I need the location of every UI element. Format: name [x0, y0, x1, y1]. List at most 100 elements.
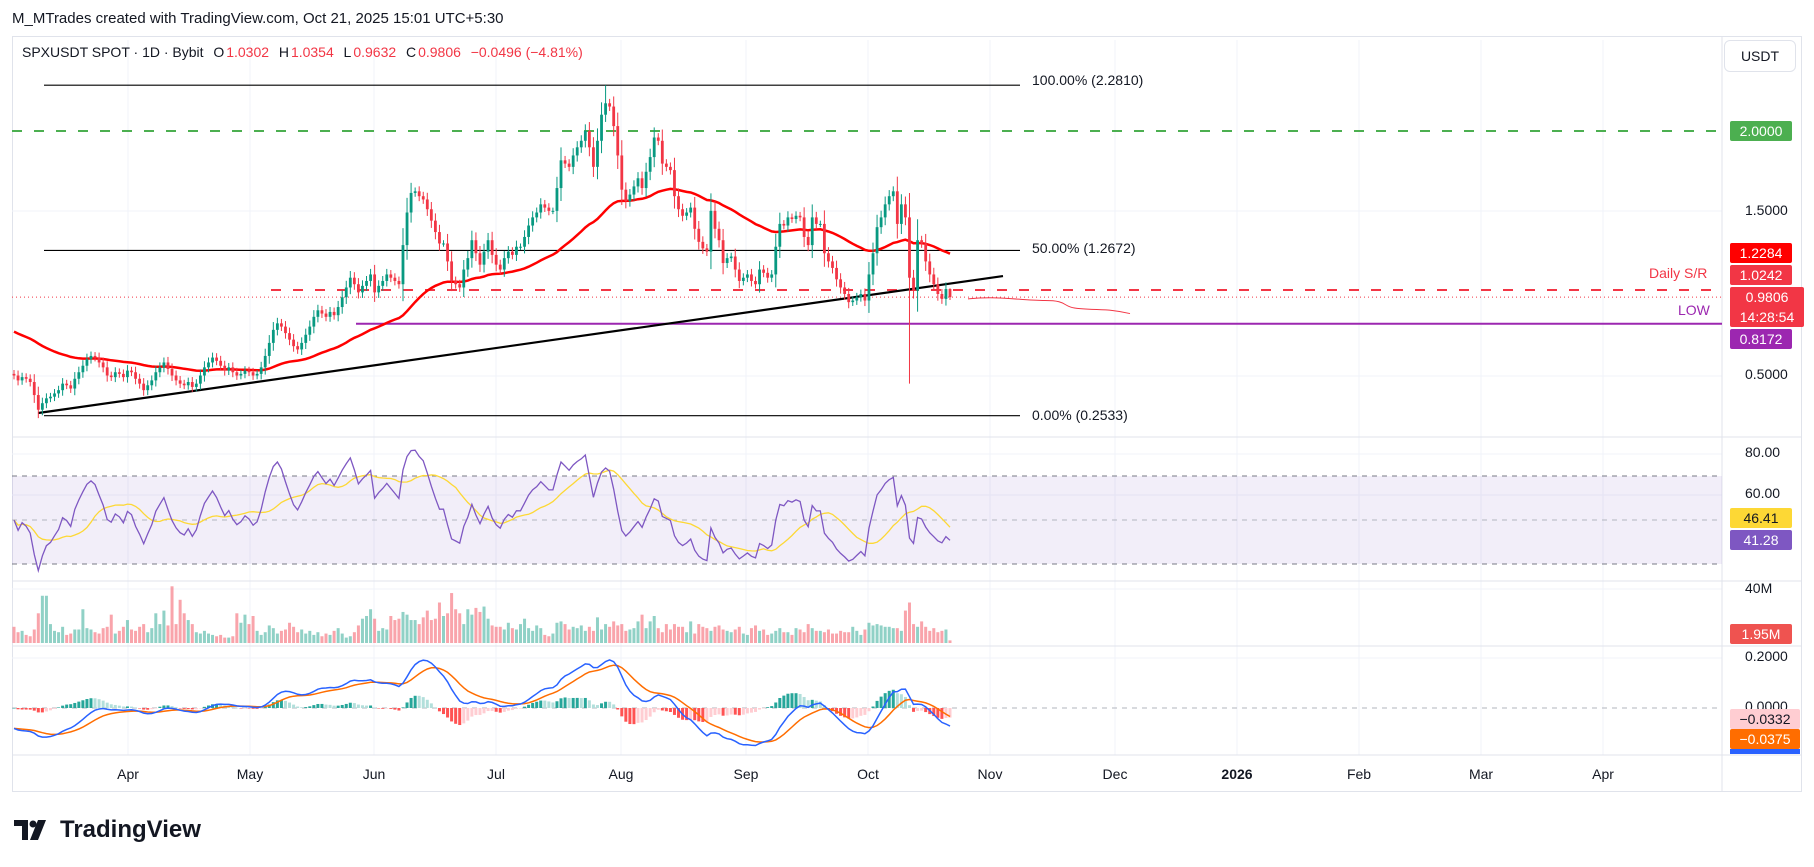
volume-bar	[121, 626, 125, 643]
candle-body	[628, 194, 632, 202]
volume-bar	[895, 628, 899, 643]
macd-histogram-bar	[656, 708, 660, 710]
volume-bar	[340, 633, 344, 643]
volume-bar	[170, 586, 174, 643]
volume-bar	[891, 628, 895, 643]
candle-body	[429, 209, 433, 221]
candle	[741, 273, 745, 286]
macd-histogram-bar	[624, 708, 628, 722]
close-label: C	[405, 44, 417, 60]
macd-histogram-bar	[798, 693, 802, 708]
volume-bar	[656, 628, 660, 643]
candle	[831, 255, 834, 274]
macd-histogram-bar	[587, 700, 591, 708]
fib-0-label: 0.00% (0.2533)	[1032, 407, 1128, 423]
volume-bar	[883, 626, 887, 643]
volume-bar	[932, 628, 936, 643]
volume-bar	[288, 622, 292, 643]
macd-histogram-bar	[920, 708, 924, 711]
volume-bar	[830, 633, 834, 643]
volume-bar	[219, 634, 223, 643]
macd-histogram-bar	[348, 702, 352, 708]
volume-bar	[462, 624, 466, 643]
candle-body	[393, 277, 397, 281]
macd-histogram-bar	[73, 702, 77, 708]
candle-body	[689, 207, 693, 213]
macd-histogram-bar	[409, 697, 413, 708]
candle	[186, 377, 190, 390]
macd-histogram-bar	[206, 705, 210, 708]
candle	[879, 210, 883, 234]
macd-histogram-bar	[871, 706, 875, 708]
candle	[697, 220, 701, 250]
volume-bar	[725, 630, 729, 643]
currency-button[interactable]: USDT	[1724, 40, 1796, 72]
volume-bar	[672, 624, 676, 643]
candle-body	[401, 245, 405, 285]
candle	[944, 282, 948, 306]
candle	[567, 159, 571, 172]
volume-bar	[117, 630, 121, 643]
macd-histogram-bar	[474, 708, 478, 716]
candle	[486, 232, 490, 259]
macd-histogram-bar	[283, 700, 287, 708]
macd-histogram-bar	[255, 708, 259, 709]
volume-bar	[437, 602, 441, 643]
candle-body	[304, 334, 308, 343]
volume-bar	[385, 629, 389, 643]
rsi-tick: 80.00	[1745, 444, 1781, 460]
volume-bar	[555, 622, 559, 643]
volume-bar	[223, 637, 227, 643]
symbol-name[interactable]: SPXUSDT SPOT · 1D · Bybit	[22, 44, 204, 60]
macd-histogram-bar	[899, 694, 903, 708]
candle	[401, 228, 405, 302]
macd-histogram-bar	[733, 708, 737, 715]
candle-body	[636, 178, 640, 187]
candle-body	[640, 178, 644, 189]
macd-histogram-bar	[324, 704, 328, 708]
candle	[158, 362, 162, 378]
volume-bar	[518, 624, 522, 643]
volume-bar	[839, 630, 843, 643]
symbol-legend[interactable]: SPXUSDT SPOT · 1D · Bybit O 1.0302 H 1.035…	[22, 44, 585, 60]
candle-body	[762, 269, 766, 273]
macd-histogram-bar	[393, 708, 397, 710]
bar-countdown: 14:28:54	[1739, 309, 1795, 325]
candle	[677, 188, 680, 218]
candle	[69, 380, 73, 393]
candle	[101, 357, 105, 373]
macd-histogram-bar	[547, 701, 551, 708]
candle-body	[312, 316, 316, 327]
macd-histogram-bar	[758, 708, 762, 710]
volume-bar	[478, 611, 482, 643]
candle	[523, 230, 526, 254]
candle-body	[434, 220, 437, 233]
time-label: Aug	[608, 766, 634, 782]
candle	[365, 275, 368, 291]
open-value: 1.0302	[226, 44, 270, 60]
candle	[660, 129, 664, 175]
candle	[762, 265, 766, 278]
macd-histogram-bar	[648, 708, 652, 717]
candle-body	[320, 310, 324, 314]
candle	[859, 289, 863, 302]
tradingview-logo[interactable]: TradingView	[14, 816, 201, 844]
candle-body	[924, 243, 928, 262]
candle	[97, 352, 101, 368]
candle	[628, 189, 632, 207]
candle	[308, 320, 312, 341]
volume-bar	[296, 632, 300, 643]
volume-bar	[243, 614, 247, 643]
volume-bar	[859, 634, 863, 643]
volume-bar	[749, 628, 753, 643]
candle-body	[308, 326, 312, 335]
macd-signal-line	[13, 664, 951, 743]
candle-body	[567, 163, 571, 167]
macd-histogram-bar	[36, 708, 40, 713]
candle-body	[839, 279, 842, 288]
macd-histogram-bar	[170, 706, 174, 708]
candle	[138, 373, 142, 389]
volume-bar	[709, 630, 713, 643]
candle	[932, 267, 936, 291]
